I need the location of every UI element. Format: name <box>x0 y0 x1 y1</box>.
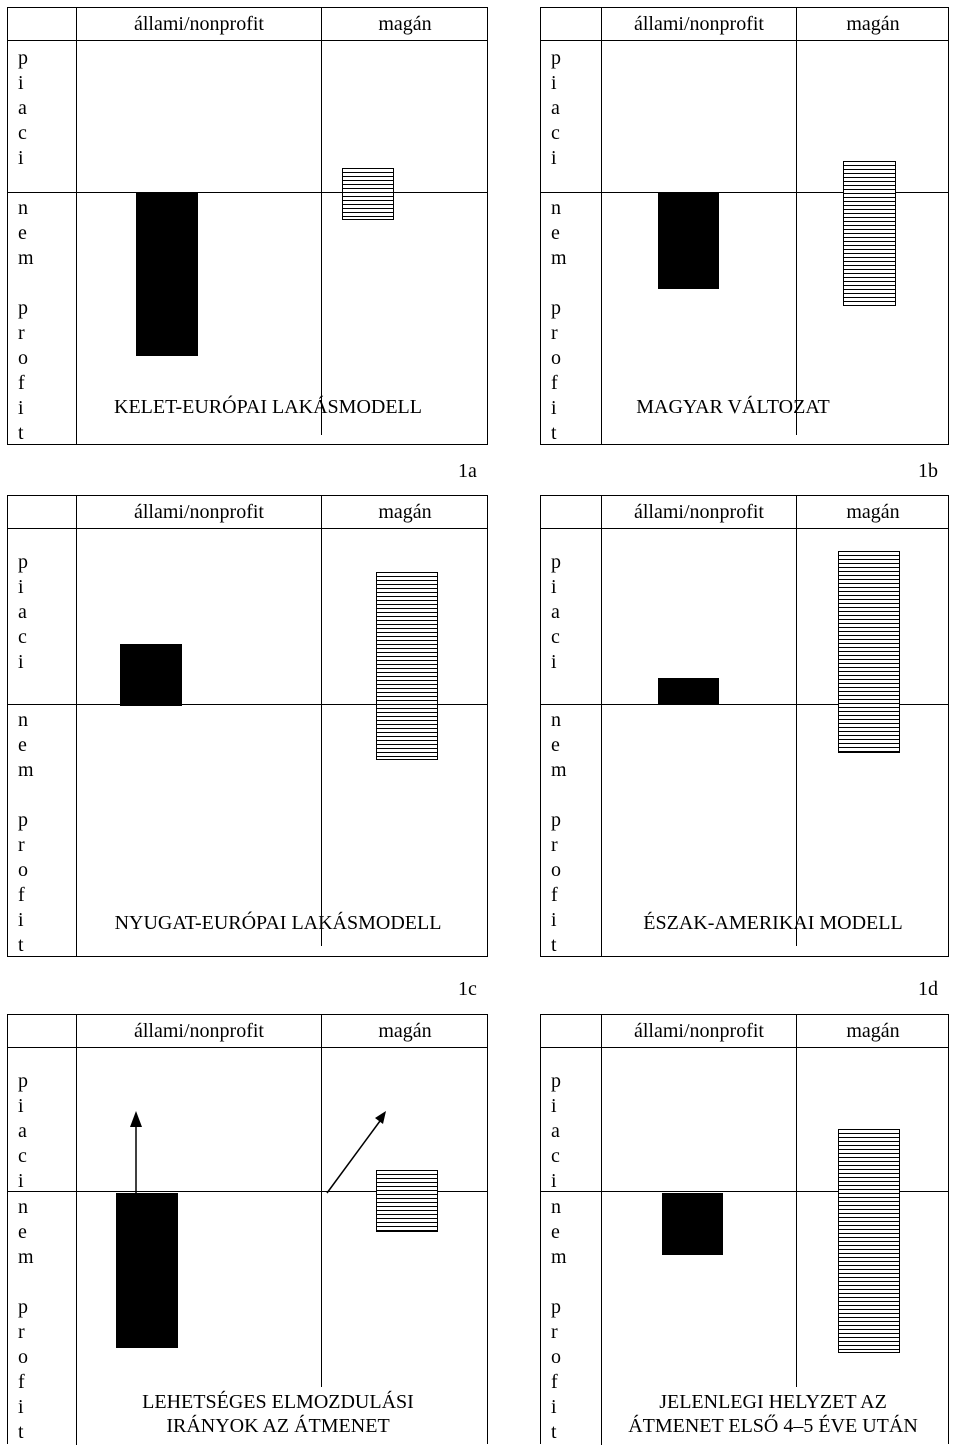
sector-divider <box>796 1015 797 1047</box>
state-column-header: állami/nonprofit <box>134 1020 264 1042</box>
state-sector-bar <box>136 193 198 356</box>
private-diagonal-arrow <box>326 1120 381 1194</box>
panel-id-1d: 1d <box>918 978 938 1000</box>
header-divider <box>541 40 948 41</box>
state-sector-bar <box>120 644 182 706</box>
private-column-header: magán <box>846 501 900 523</box>
sector-divider <box>321 1015 322 1047</box>
sector-divider-lower <box>321 1047 322 1387</box>
private-column-header: magán <box>378 13 432 35</box>
panel-caption-line-1: JELENLEGI HELYZET AZ <box>659 1391 887 1413</box>
label-column-divider <box>76 8 77 444</box>
sector-divider <box>796 8 797 40</box>
header-divider <box>541 1047 948 1048</box>
state-arrow-head-icon <box>130 1111 142 1127</box>
label-column-divider <box>76 496 77 956</box>
state-sector-bar <box>116 1193 178 1348</box>
label-column-divider <box>601 496 602 956</box>
sector-divider-lower <box>321 528 322 946</box>
state-column-header: állami/nonprofit <box>134 13 264 35</box>
sector-divider-lower <box>321 40 322 435</box>
private-sector-bar <box>376 1170 438 1232</box>
state-column-header: állami/nonprofit <box>634 1020 764 1042</box>
market-divider <box>541 1191 948 1192</box>
sector-divider <box>321 496 322 528</box>
private-column-header: magán <box>846 1020 900 1042</box>
private-column-header: magán <box>378 501 432 523</box>
header-divider <box>8 528 487 529</box>
panel-id-1c: 1c <box>458 978 477 1000</box>
private-sector-bar <box>376 572 438 760</box>
label-column-divider <box>76 1015 77 1445</box>
sector-divider <box>321 8 322 40</box>
private-sector-bar <box>838 1129 900 1353</box>
panel-caption-line-2: ÁTMENET ELSŐ 4–5 ÉVE UTÁN <box>628 1415 918 1437</box>
state-column-header: állami/nonprofit <box>634 501 764 523</box>
header-divider <box>541 528 948 529</box>
sector-divider-lower <box>796 528 797 946</box>
state-column-header: állami/nonprofit <box>134 501 264 523</box>
panel-caption: NYUGAT-EURÓPAI LAKÁSMODELL <box>114 912 442 934</box>
sector-divider-lower <box>796 1047 797 1387</box>
market-divider <box>8 192 487 193</box>
market-divider <box>541 192 948 193</box>
label-column-divider <box>601 1015 602 1445</box>
header-divider <box>8 40 487 41</box>
market-divider <box>541 704 948 705</box>
private-sector-bar <box>843 161 896 306</box>
panel-id-1b: 1b <box>918 460 938 482</box>
panel-caption: KELET-EURÓPAI LAKÁSMODELL <box>114 396 422 418</box>
sector-divider-lower <box>796 40 797 435</box>
shift-arrows <box>130 1111 386 1194</box>
panel-id-1a: 1a <box>458 460 477 482</box>
state-sector-bar <box>658 678 719 704</box>
state-column-header: állami/nonprofit <box>634 13 764 35</box>
private-column-header: magán <box>846 13 900 35</box>
sector-divider <box>796 496 797 528</box>
panel-caption: MAGYAR VÁLTOZAT <box>636 396 830 418</box>
panel-caption-line-2: IRÁNYOK AZ ÁTMENET <box>166 1415 390 1437</box>
private-arrow-head-icon <box>375 1111 386 1124</box>
state-sector-bar <box>662 1193 723 1255</box>
panel-caption: ÉSZAK-AMERIKAI MODELL <box>643 912 903 934</box>
market-divider <box>8 1191 487 1192</box>
market-divider <box>8 704 487 705</box>
header-divider <box>8 1047 487 1048</box>
label-column-divider <box>601 8 602 444</box>
private-column-header: magán <box>378 1020 432 1042</box>
private-sector-bar <box>342 168 394 220</box>
private-sector-bar <box>838 551 900 753</box>
state-sector-bar <box>658 193 719 289</box>
panel-caption-line-1: LEHETSÉGES ELMOZDULÁSI <box>142 1391 414 1413</box>
